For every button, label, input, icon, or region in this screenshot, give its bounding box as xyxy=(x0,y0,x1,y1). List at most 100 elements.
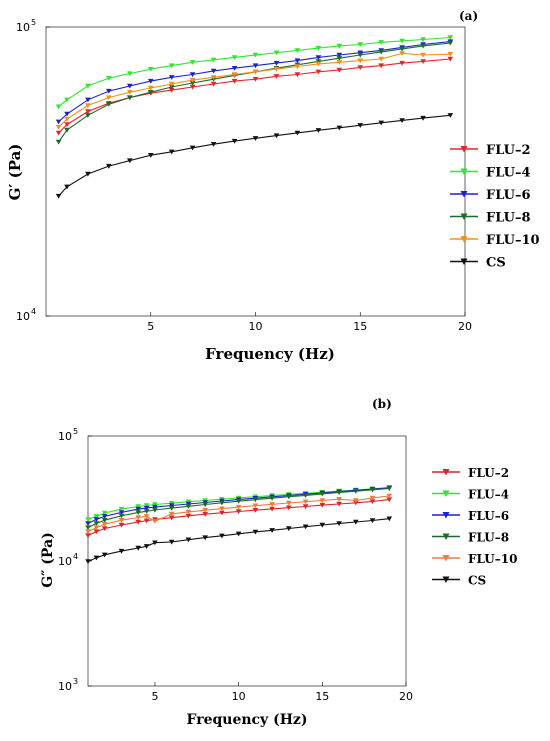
data-point xyxy=(378,49,384,55)
data-point xyxy=(231,138,238,144)
legend-label: CS xyxy=(468,574,486,588)
data-point xyxy=(85,103,91,109)
x-tick-label: 5 xyxy=(147,320,154,333)
data-point xyxy=(168,511,175,517)
data-point xyxy=(315,128,322,133)
data-point xyxy=(118,510,125,515)
data-point xyxy=(357,52,364,58)
legend-swatch-marker xyxy=(460,213,468,220)
data-point xyxy=(101,526,108,532)
panel-a-series xyxy=(55,35,454,199)
data-point xyxy=(152,507,158,513)
data-point xyxy=(386,486,393,492)
data-point xyxy=(85,533,91,539)
data-point xyxy=(353,519,359,525)
data-point xyxy=(336,56,343,61)
data-point xyxy=(85,109,91,115)
data-point xyxy=(447,52,454,57)
data-point xyxy=(399,60,405,66)
data-point xyxy=(378,40,384,45)
data-point xyxy=(336,60,343,65)
data-point xyxy=(336,521,342,526)
data-point xyxy=(168,149,175,155)
data-point xyxy=(202,512,208,517)
legend-label: FLU–8 xyxy=(468,531,509,545)
legend-label: CS xyxy=(486,256,506,271)
data-point xyxy=(286,500,292,506)
data-point xyxy=(189,84,196,90)
data-point xyxy=(168,75,175,80)
data-point xyxy=(64,122,70,128)
data-point xyxy=(202,502,208,508)
data-point xyxy=(85,517,91,522)
data-point xyxy=(447,40,454,46)
panel-a-legend: FLU–2 FLU–4 FLU–6 FLU–8 FLU–10 CS xyxy=(450,143,540,271)
data-point xyxy=(143,503,150,509)
data-point xyxy=(118,513,125,519)
data-point xyxy=(302,504,309,510)
legend-swatch-marker xyxy=(442,490,450,497)
legend-swatch-marker xyxy=(442,533,450,540)
data-point xyxy=(135,504,141,510)
data-point xyxy=(336,497,342,502)
legend-label: FLU–6 xyxy=(486,188,531,203)
data-point xyxy=(127,83,133,89)
legend-swatch-marker xyxy=(442,555,450,562)
data-point xyxy=(93,529,100,535)
data-point xyxy=(369,499,376,504)
data-point xyxy=(55,193,62,199)
data-point xyxy=(202,508,208,513)
data-point xyxy=(147,78,154,84)
y-tick-label: 10 xyxy=(58,430,72,443)
data-point xyxy=(85,521,91,526)
data-point xyxy=(106,102,112,107)
data-point xyxy=(118,522,125,528)
data-point xyxy=(202,535,208,541)
data-point xyxy=(118,518,125,523)
data-point xyxy=(189,72,196,78)
y-tick-label: 10 xyxy=(16,310,30,323)
legend-label: FLU–2 xyxy=(468,466,509,480)
data-point xyxy=(252,69,259,75)
data-point xyxy=(143,505,150,511)
legend-swatch-marker xyxy=(460,168,468,175)
data-point xyxy=(319,498,326,504)
data-point xyxy=(147,153,154,158)
data-point xyxy=(185,513,192,519)
data-point xyxy=(93,514,100,519)
data-point xyxy=(135,519,141,525)
data-point xyxy=(106,76,112,81)
data-point xyxy=(152,519,158,524)
x-tick-label: 5 xyxy=(151,690,158,703)
data-point xyxy=(319,522,326,528)
panel-b-y-axis-label: G″ (Pa) xyxy=(40,532,56,588)
data-point xyxy=(294,48,301,53)
data-point xyxy=(106,95,112,101)
data-point xyxy=(252,77,259,82)
data-point xyxy=(357,123,364,128)
data-point xyxy=(315,69,322,75)
data-point xyxy=(269,528,275,533)
data-point xyxy=(231,78,238,84)
data-point xyxy=(168,503,175,509)
data-point xyxy=(420,59,426,64)
data-point xyxy=(336,501,342,507)
data-point xyxy=(420,52,426,58)
legend-label: FLU–10 xyxy=(468,552,517,566)
data-point xyxy=(294,72,301,78)
data-point xyxy=(357,65,364,70)
data-point xyxy=(447,35,454,41)
data-point xyxy=(252,503,259,509)
x-tick-label: 15 xyxy=(315,690,329,703)
panel-b-label: (b) xyxy=(372,397,392,411)
data-point xyxy=(185,509,192,515)
data-point xyxy=(135,506,141,512)
x-tick-label: 15 xyxy=(353,320,367,333)
data-point xyxy=(93,525,100,531)
data-point xyxy=(294,58,301,64)
data-point xyxy=(118,548,125,554)
data-point xyxy=(93,555,100,561)
